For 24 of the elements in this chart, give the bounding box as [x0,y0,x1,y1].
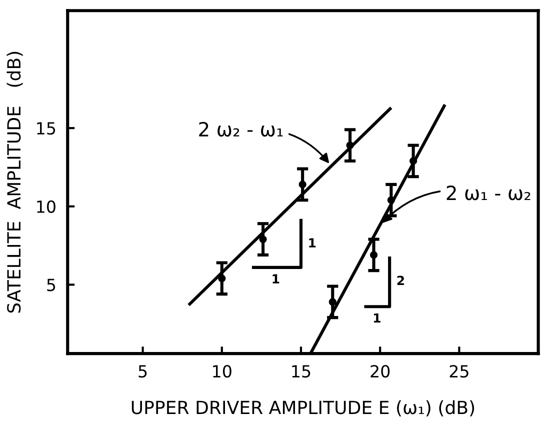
point [346,142,354,150]
x-tick-label: 5 [138,365,147,378]
x-tick-label: 10 [213,364,232,378]
point [298,180,306,188]
annotation: 1 [309,238,316,248]
x-tick-label: 20 [370,364,390,378]
point [410,157,418,165]
point [328,298,336,306]
annotation: 2 [397,276,404,285]
x-axis-title: UPPER DRIVER AMPLITUDE E (ω₁) (dB) [132,400,474,416]
y-axis-title: SATELLITE AMPLITUDE (dB) [6,52,23,313]
y-tick-label: 15 [37,122,56,135]
point [370,251,378,259]
annotation: 2 ω₁ - ω₂ [446,186,530,200]
y-tick-label: 10 [37,200,56,213]
annotation: 1 [272,274,280,284]
annotation: 1 [374,313,380,323]
x-tick-label: 25 [450,364,468,378]
point [259,235,267,244]
annotation: 2 ω₂ - ω₁ [199,122,283,137]
point [218,274,226,282]
y-tick-label: 5 [47,278,56,292]
x-tick-label: 15 [292,365,310,378]
point [387,196,395,204]
